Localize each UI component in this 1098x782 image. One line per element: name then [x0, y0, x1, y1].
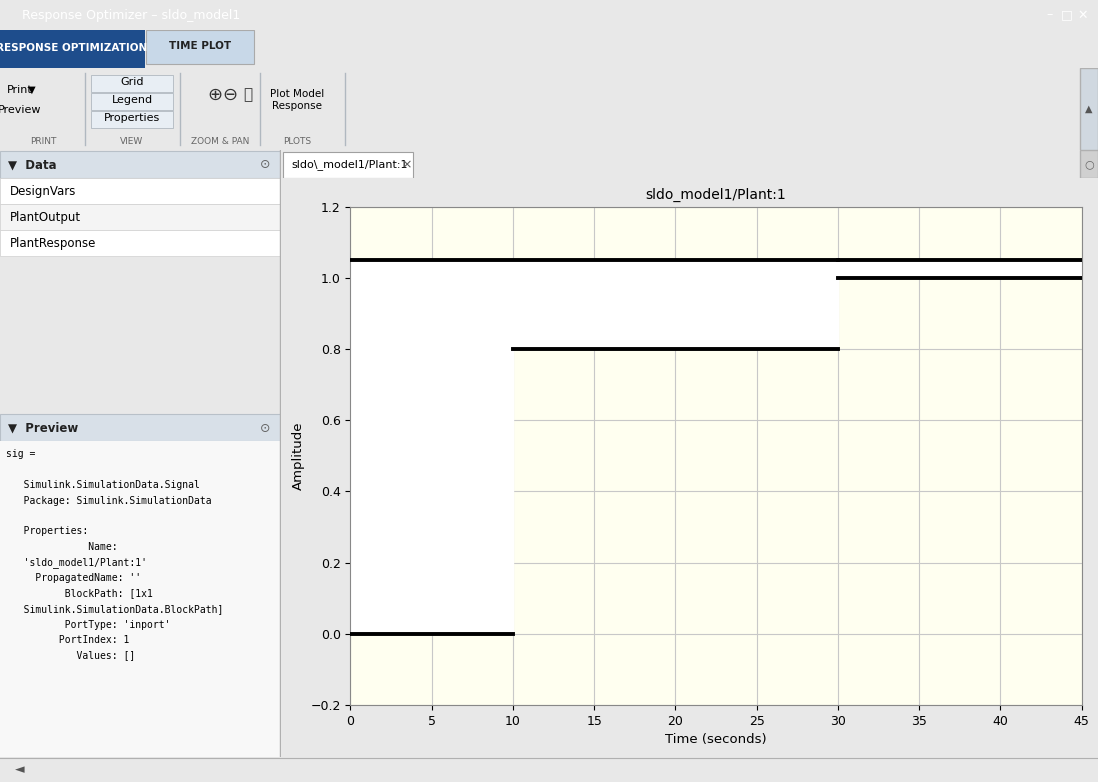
Bar: [0, 30, 145, 68]
Text: Properties: Properties: [104, 113, 160, 123]
Text: Values: []: Values: []: [5, 651, 135, 661]
Bar: [283, 152, 413, 178]
Text: PlantOutput: PlantOutput: [10, 210, 81, 224]
Text: ✕: ✕: [1078, 9, 1088, 21]
Text: ⊖: ⊖: [223, 86, 237, 104]
Text: PortIndex: 1: PortIndex: 1: [5, 635, 130, 645]
Bar: [0, 178, 281, 204]
Text: Grid: Grid: [121, 77, 144, 87]
Y-axis label: Amplitude: Amplitude: [292, 421, 305, 490]
Bar: [1080, 68, 1098, 150]
Text: –: –: [1046, 9, 1053, 21]
Text: ⊙: ⊙: [260, 421, 270, 435]
Bar: [0, 204, 281, 230]
Bar: [0, 414, 281, 441]
Text: □: □: [1061, 9, 1073, 21]
Text: Response Optimizer – sldo_model1: Response Optimizer – sldo_model1: [22, 9, 240, 21]
Text: PLOTS: PLOTS: [283, 138, 311, 146]
Text: ▼  Preview: ▼ Preview: [8, 421, 78, 435]
Bar: [0, 230, 281, 256]
Title: sldo_model1/Plant:1: sldo_model1/Plant:1: [646, 188, 786, 202]
Text: ×: ×: [402, 159, 412, 171]
Bar: [1080, 150, 1098, 178]
Text: ○: ○: [1084, 159, 1094, 169]
Text: Simulink.SimulationData.Signal: Simulink.SimulationData.Signal: [5, 480, 200, 490]
Text: ✋: ✋: [244, 88, 253, 102]
Text: ▼  Data: ▼ Data: [8, 159, 57, 171]
Text: PropagatedName: '': PropagatedName: '': [5, 573, 142, 583]
Text: Package: Simulink.SimulationData: Package: Simulink.SimulationData: [5, 496, 212, 505]
Text: ⊙: ⊙: [260, 159, 270, 171]
Text: RESPONSE OPTIMIZATION: RESPONSE OPTIMIZATION: [0, 43, 147, 53]
Text: ⊕: ⊕: [208, 86, 223, 104]
Text: ▲: ▲: [1085, 104, 1093, 114]
Text: Simulink.SimulationData.BlockPath]: Simulink.SimulationData.BlockPath]: [5, 604, 223, 614]
Text: sldo\_model1/Plant:1: sldo\_model1/Plant:1: [291, 160, 407, 170]
Bar: [0, 151, 281, 178]
Text: TIME PLOT: TIME PLOT: [169, 41, 231, 51]
Text: Properties:: Properties:: [5, 526, 88, 536]
Text: ▼: ▼: [25, 85, 35, 95]
Text: 'sldo_model1/Plant:1': 'sldo_model1/Plant:1': [5, 558, 147, 569]
Text: PortType: 'inport': PortType: 'inport': [5, 619, 170, 630]
Text: Legend: Legend: [111, 95, 153, 105]
Text: ZOOM & PAN: ZOOM & PAN: [191, 138, 249, 146]
Text: VIEW: VIEW: [121, 138, 144, 146]
Text: PlantResponse: PlantResponse: [10, 236, 97, 249]
Text: Print: Print: [7, 85, 33, 95]
Text: Preview: Preview: [0, 105, 42, 115]
Text: sig =: sig =: [5, 449, 35, 459]
Text: PRINT: PRINT: [30, 138, 56, 146]
Text: Plot Model
Response: Plot Model Response: [270, 89, 324, 111]
Text: DesignVars: DesignVars: [10, 185, 77, 198]
Bar: [91, 111, 173, 128]
Text: BlockPath: [1x1: BlockPath: [1x1: [5, 589, 153, 598]
Text: Name:: Name:: [5, 542, 117, 552]
X-axis label: Time (seconds): Time (seconds): [665, 734, 766, 746]
Bar: [146, 30, 254, 64]
Bar: [0, 441, 281, 757]
Bar: [91, 93, 173, 110]
Bar: [91, 75, 173, 92]
Text: ◄: ◄: [15, 763, 24, 777]
